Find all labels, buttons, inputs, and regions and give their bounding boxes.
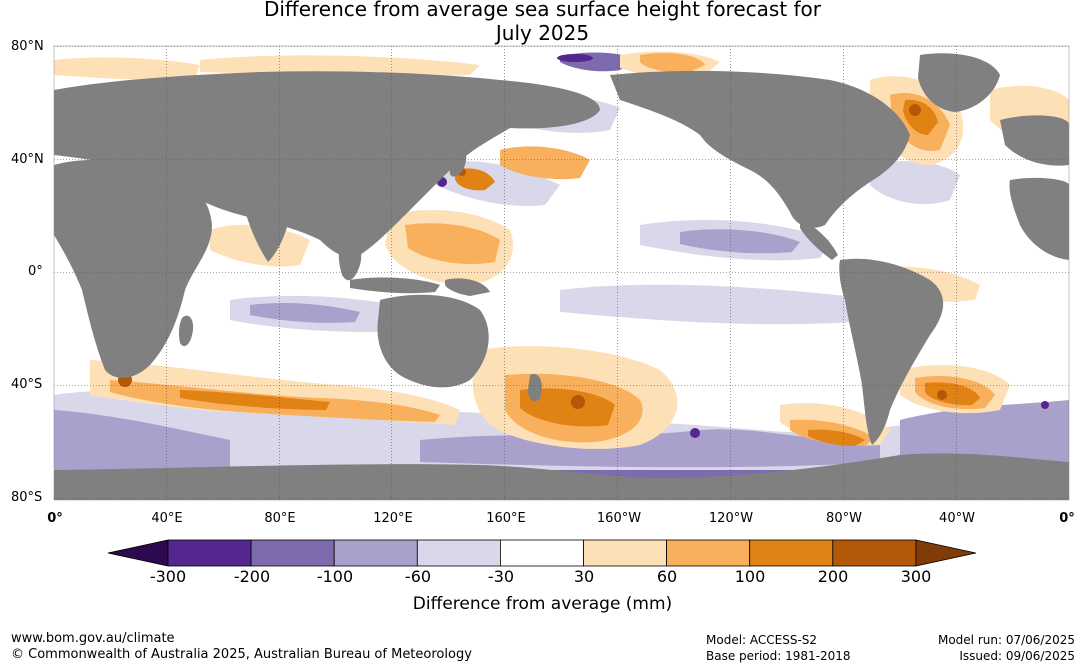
lon-label-40w: 40°W bbox=[939, 511, 975, 526]
land-masses bbox=[54, 53, 1069, 500]
north-america bbox=[610, 70, 910, 228]
colorbar-tick: 30 bbox=[573, 567, 595, 586]
lon-label-120e: 120°E bbox=[373, 511, 413, 526]
colorbar-segment bbox=[250, 539, 335, 567]
lat-label-40s: 40°S bbox=[11, 377, 43, 392]
australia bbox=[377, 294, 489, 388]
lat-label-80s: 80°S bbox=[11, 490, 43, 505]
extreme-negative-anomaly-spots bbox=[437, 54, 1049, 438]
colorbar-segment bbox=[416, 539, 501, 567]
colorbar-tick: -100 bbox=[316, 567, 354, 586]
footer-model: Model: ACCESS-S2 bbox=[706, 633, 818, 647]
footer-url: www.bom.gov.au/climate bbox=[11, 631, 175, 646]
lon-label-120w: 120°W bbox=[708, 511, 754, 526]
lon-label-40e: 40°E bbox=[151, 511, 183, 526]
lon-label-0-right: 0° bbox=[1059, 511, 1075, 526]
graticule bbox=[54, 46, 1069, 500]
sea-surface-height-map bbox=[53, 45, 1070, 501]
africa bbox=[54, 159, 212, 378]
title-line-2: July 2025 bbox=[495, 21, 590, 45]
footer-copyright: © Commonwealth of Australia 2025, Austra… bbox=[11, 647, 472, 662]
colorbar-segment bbox=[167, 539, 252, 567]
lon-label-160e: 160°E bbox=[486, 511, 526, 526]
southeast-asia bbox=[338, 238, 362, 281]
greenland bbox=[918, 53, 1000, 112]
lon-label-80e: 80°E bbox=[264, 511, 296, 526]
colorbar-tick: 200 bbox=[817, 567, 849, 586]
colorbar-segment bbox=[666, 539, 751, 567]
lat-label-80n: 80°N bbox=[11, 39, 44, 54]
india bbox=[245, 195, 290, 262]
colorbar-tick: -60 bbox=[404, 567, 432, 586]
footer-issued: Issued: 09/06/2025 bbox=[959, 649, 1075, 663]
colorbar-label: Difference from average (mm) bbox=[412, 594, 673, 614]
map-frame bbox=[53, 45, 1070, 501]
lon-label-80w: 80°W bbox=[826, 511, 862, 526]
africa-east-edge bbox=[1009, 177, 1069, 260]
colorbar-segment bbox=[749, 539, 834, 567]
central-america bbox=[800, 220, 838, 260]
footer-model-run: Model run: 07/06/2025 bbox=[937, 633, 1075, 647]
indonesia bbox=[350, 277, 440, 294]
antarctica bbox=[54, 453, 1069, 500]
lon-label-160w: 160°W bbox=[596, 511, 642, 526]
chart-title: Difference from average sea surface heig… bbox=[0, 0, 1085, 45]
colorbar bbox=[107, 539, 976, 567]
strong-negative-anomaly-regions bbox=[54, 229, 1069, 470]
lat-label-40n: 40°N bbox=[11, 152, 44, 167]
colorbar-segment bbox=[499, 539, 584, 567]
colorbar-tick: -30 bbox=[487, 567, 515, 586]
colorbar-arrow-low bbox=[107, 539, 169, 567]
colorbar-tick: -200 bbox=[233, 567, 271, 586]
footer-base-period: Base period: 1981-2018 bbox=[706, 649, 851, 663]
colorbar-tick: -300 bbox=[149, 567, 187, 586]
colorbar-segment bbox=[832, 539, 917, 567]
colorbar-segment bbox=[583, 539, 667, 567]
colorbar-arrow-high bbox=[915, 539, 976, 567]
europe-west bbox=[1000, 115, 1069, 166]
lat-label-equator: 0° bbox=[28, 264, 43, 279]
title-line-1: Difference from average sea surface heig… bbox=[263, 0, 822, 21]
south-america bbox=[839, 258, 944, 445]
lon-label-0-left: 0° bbox=[47, 511, 63, 526]
madagascar bbox=[178, 315, 194, 347]
colorbar-tick: 100 bbox=[734, 567, 766, 586]
new-zealand bbox=[528, 374, 542, 402]
colorbar-segment bbox=[333, 539, 418, 567]
eurasia bbox=[54, 71, 600, 258]
new-guinea bbox=[445, 278, 490, 296]
japan bbox=[449, 148, 467, 177]
colorbar-tick: 60 bbox=[656, 567, 678, 586]
colorbar-tick: 300 bbox=[900, 567, 932, 586]
